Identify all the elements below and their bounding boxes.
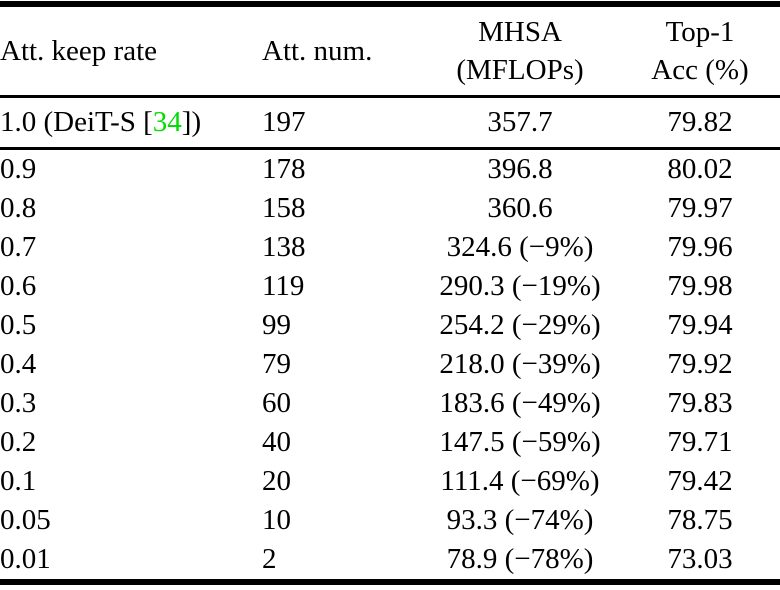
cell-keep-rate: 0.4 (0, 348, 37, 380)
table-row: 0.4 79 218.0 (−39%) 79.92 (0, 345, 780, 384)
baseline-keep-rate-prefix: 1.0 (DeiT-S [ (0, 106, 153, 138)
col-header-att-keep-rate: Att. keep rate (0, 4, 262, 97)
cell-att-num: 79 (262, 348, 291, 380)
table-row: 0.7 138 324.6 (−9%) 79.96 (0, 228, 780, 267)
cell-acc: 79.94 (667, 309, 733, 341)
table-row: 0.2 40 147.5 (−59%) 79.71 (0, 423, 780, 462)
table-row: 0.6 119 290.3 (−19%) 79.98 (0, 267, 780, 306)
header-row: Att. keep rate Att. num. MHSA (MFLOPs) T… (0, 4, 780, 97)
cell-acc: 73.03 (667, 543, 733, 575)
col-header-att-num: Att. num. (262, 4, 420, 97)
col-header-top1-acc-line1: Top-1 (665, 16, 735, 48)
cell-acc: 79.98 (667, 270, 733, 302)
cell-att-num: 10 (262, 504, 291, 536)
cell-mhsa: 324.6 (−9%) (446, 231, 594, 263)
cell-mhsa: 93.3 (−74%) (446, 504, 594, 536)
cell-att-num: 2 (262, 543, 277, 575)
cell-mhsa: 396.8 (487, 153, 553, 185)
col-header-mhsa-line1: MHSA (478, 16, 562, 48)
cell-att-num: 197 (262, 106, 306, 138)
table-row: 0.05 10 93.3 (−74%) 78.75 (0, 501, 780, 540)
cell-mhsa: 111.4 (−69%) (440, 465, 600, 497)
cell-acc: 79.71 (667, 426, 733, 458)
col-header-att-num-label: Att. num. (262, 35, 373, 67)
cell-acc: 79.97 (667, 192, 733, 224)
col-header-mhsa-mflops: MHSA (MFLOPs) (420, 4, 620, 97)
table-row: 0.01 2 78.9 (−78%) 73.03 (0, 540, 780, 582)
cell-acc: 79.42 (667, 465, 733, 497)
cell-keep-rate: 0.5 (0, 309, 37, 341)
cell-keep-rate: 0.9 (0, 153, 37, 185)
cell-mhsa: 78.9 (−78%) (446, 543, 594, 575)
cell-att-num: 60 (262, 387, 291, 419)
cell-acc: 78.75 (667, 504, 733, 536)
cell-acc: 79.96 (667, 231, 733, 263)
cell-keep-rate: 0.2 (0, 426, 37, 458)
cell-acc: 79.82 (667, 106, 733, 138)
cell-mhsa: 357.7 (487, 106, 553, 138)
citation-link-34[interactable]: 34 (152, 106, 182, 138)
cell-mhsa: 254.2 (−29%) (439, 309, 601, 341)
table-row: 0.8 158 360.6 79.97 (0, 189, 780, 228)
cell-acc: 79.83 (667, 387, 733, 419)
cell-keep-rate: 0.6 (0, 270, 37, 302)
cell-mhsa: 147.5 (−59%) (439, 426, 601, 458)
cell-att-num: 178 (262, 153, 306, 185)
col-header-att-keep-rate-label: Att. keep rate (0, 35, 158, 67)
cell-keep-rate: 0.01 (0, 543, 51, 575)
cell-att-num: 40 (262, 426, 291, 458)
cell-mhsa: 218.0 (−39%) (439, 348, 601, 380)
col-header-top1-acc-line2: Acc (%) (651, 54, 749, 86)
cell-mhsa: 360.6 (487, 192, 553, 224)
cell-att-num: 99 (262, 309, 291, 341)
cell-acc: 80.02 (667, 153, 733, 185)
table-row: 0.9 178 396.8 80.02 (0, 149, 780, 190)
table-row: 0.1 20 111.4 (−69%) 79.42 (0, 462, 780, 501)
col-header-top1-acc: Top-1 Acc (%) (620, 4, 780, 97)
cell-att-num: 138 (262, 231, 306, 263)
cell-keep-rate: 0.7 (0, 231, 37, 263)
table-row: 0.5 99 254.2 (−29%) 79.94 (0, 306, 780, 345)
cell-keep-rate: 0.1 (0, 465, 37, 497)
baseline-keep-rate-suffix: ]) (181, 106, 202, 138)
cell-keep-rate: 0.05 (0, 504, 51, 536)
cell-acc: 79.92 (667, 348, 733, 380)
cell-att-num: 20 (262, 465, 291, 497)
cell-att-num: 119 (262, 270, 305, 302)
table-row-baseline: 1.0 (DeiT-S [34]) 197 357.7 79.82 (0, 97, 780, 149)
cell-keep-rate: 0.3 (0, 387, 37, 419)
cell-keep-rate: 0.8 (0, 192, 37, 224)
cell-mhsa: 183.6 (−49%) (439, 387, 601, 419)
table-row: 0.3 60 183.6 (−49%) 79.83 (0, 384, 780, 423)
col-header-mhsa-line2: (MFLOPs) (456, 54, 584, 86)
cell-mhsa: 290.3 (−19%) (439, 270, 601, 302)
cell-keep-rate: 1.0 (DeiT-S [34]) (0, 97, 262, 149)
cell-att-num: 158 (262, 192, 306, 224)
